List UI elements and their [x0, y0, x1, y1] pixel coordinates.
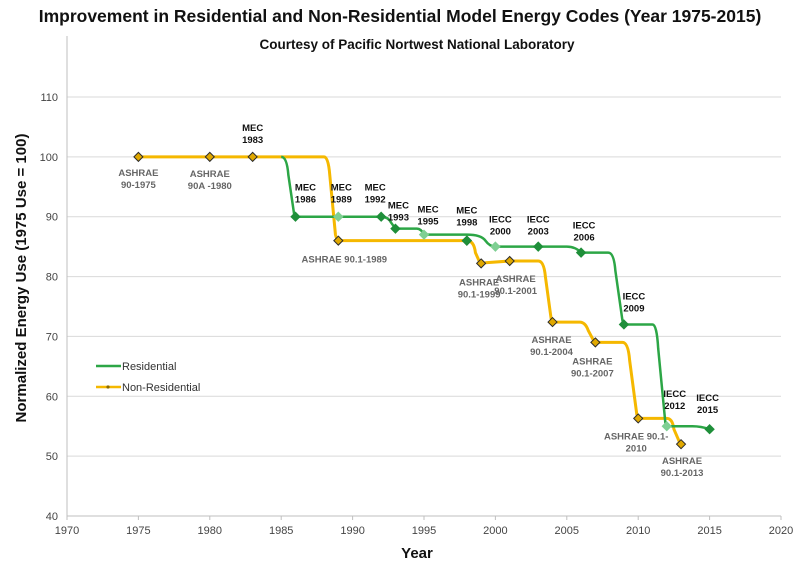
y-tick-label: 40: [46, 511, 58, 523]
x-tick-labels: 1970 1975 1980 1985 1990 1995 2000 2005 2010 2015…: [55, 525, 793, 537]
x-tick-label: 2000: [483, 525, 507, 537]
point-label: ASHRAE 90.1-2007: [571, 356, 614, 379]
chart-title: Improvement in Residential and Non-Resid…: [39, 6, 762, 26]
point-label: ASHRAE 90A -1980: [188, 169, 232, 192]
marker-non-residential: [475, 258, 487, 269]
marker-residential: [490, 241, 501, 252]
series-line-residential: [280, 155, 711, 431]
point-label: ASHRAE 90.1-1989: [302, 255, 388, 266]
point-label: ASHRAE 90.1-2004: [530, 335, 574, 358]
marker-residential: [375, 211, 387, 222]
point-label: IECC 2012: [663, 389, 686, 412]
point-label: IECC 2015: [696, 393, 719, 416]
marker-residential: [661, 421, 672, 432]
x-tick-label: 2020: [769, 525, 793, 537]
legend-item: Non-Residential: [96, 382, 200, 394]
point-label: MEC 1992: [365, 183, 386, 206]
point-label: MEC 1995: [417, 205, 439, 228]
point-label: MEC 1983: [242, 123, 263, 146]
y-tick-label: 100: [40, 152, 58, 164]
marker-residential: [290, 211, 301, 222]
marker-residential: [618, 319, 630, 330]
legend-marker: [106, 385, 110, 389]
chart-subtitle: Courtesy of Pacific Nortwest National La…: [259, 37, 575, 52]
x-tick-label: 1995: [412, 525, 436, 537]
legend-item: Residential: [96, 361, 176, 373]
marker-non-residential: [632, 413, 644, 424]
marker-non-residential: [133, 151, 144, 163]
marker-residential: [333, 211, 344, 222]
axes: [66, 36, 782, 520]
marker-residential: [533, 241, 544, 252]
y-axis-label: Normalized Energy Use (1975 Use = 100): [13, 134, 30, 423]
x-tick-label: 2015: [697, 525, 721, 537]
point-label: MEC 1998: [456, 206, 477, 229]
y-tick-label: 80: [46, 272, 58, 284]
marker-non-residential: [204, 151, 216, 163]
marker-non-residential: [333, 235, 344, 246]
x-tick-label: 1990: [340, 525, 364, 537]
marker-residential: [704, 423, 715, 435]
y-tick-label: 70: [46, 331, 58, 343]
marker-non-residential: [504, 255, 515, 267]
x-tick-label: 2010: [626, 525, 650, 537]
marker-non-residential: [547, 316, 558, 328]
point-label: ASHRAE 90.1-2010: [604, 431, 668, 454]
y-tick-label: 90: [46, 212, 58, 224]
point-label: MEC 1989: [331, 183, 352, 206]
point-label: IECC 2003: [527, 215, 550, 238]
marker-residential: [461, 235, 473, 246]
legend-label: Non-Residential: [122, 382, 200, 394]
point-label: MEC 1993: [388, 201, 409, 224]
point-label: ASHRAE 90.1-2001: [494, 274, 538, 297]
marker-non-residential: [247, 151, 258, 163]
x-tick-label: 1980: [198, 525, 222, 537]
x-axis-label: Year: [401, 545, 433, 562]
point-label: ASHRAE 90-1975: [118, 168, 158, 191]
legend: Residential Non-Residential: [96, 361, 200, 394]
marker-residential: [390, 223, 401, 234]
point-label: IECC 2006: [573, 221, 596, 244]
marker-residential: [575, 247, 587, 258]
marker-non-residential: [675, 438, 687, 450]
x-tick-label: 1975: [126, 525, 150, 537]
y-tick-label: 110: [40, 92, 58, 104]
y-tick-label: 60: [46, 391, 58, 403]
x-tick-label: 1970: [55, 525, 79, 537]
point-label: IECC 2009: [623, 291, 646, 314]
point-label: MEC 1986: [295, 183, 316, 206]
point-label: IECC 2000: [489, 215, 512, 238]
marker-non-residential: [590, 337, 601, 348]
x-tick-label: 1985: [269, 525, 293, 537]
y-tick-label: 50: [46, 451, 58, 463]
x-tick-label: 2005: [555, 525, 579, 537]
point-label: ASHRAE 90.1-1999: [458, 277, 501, 300]
point-label: ASHRAE 90.1-2013: [661, 456, 704, 479]
y-tick-labels: 40 50 60 70 80 90 100 110: [40, 92, 58, 523]
legend-label: Residential: [122, 361, 176, 373]
series-markers: [133, 151, 715, 450]
marker-residential: [418, 229, 430, 240]
